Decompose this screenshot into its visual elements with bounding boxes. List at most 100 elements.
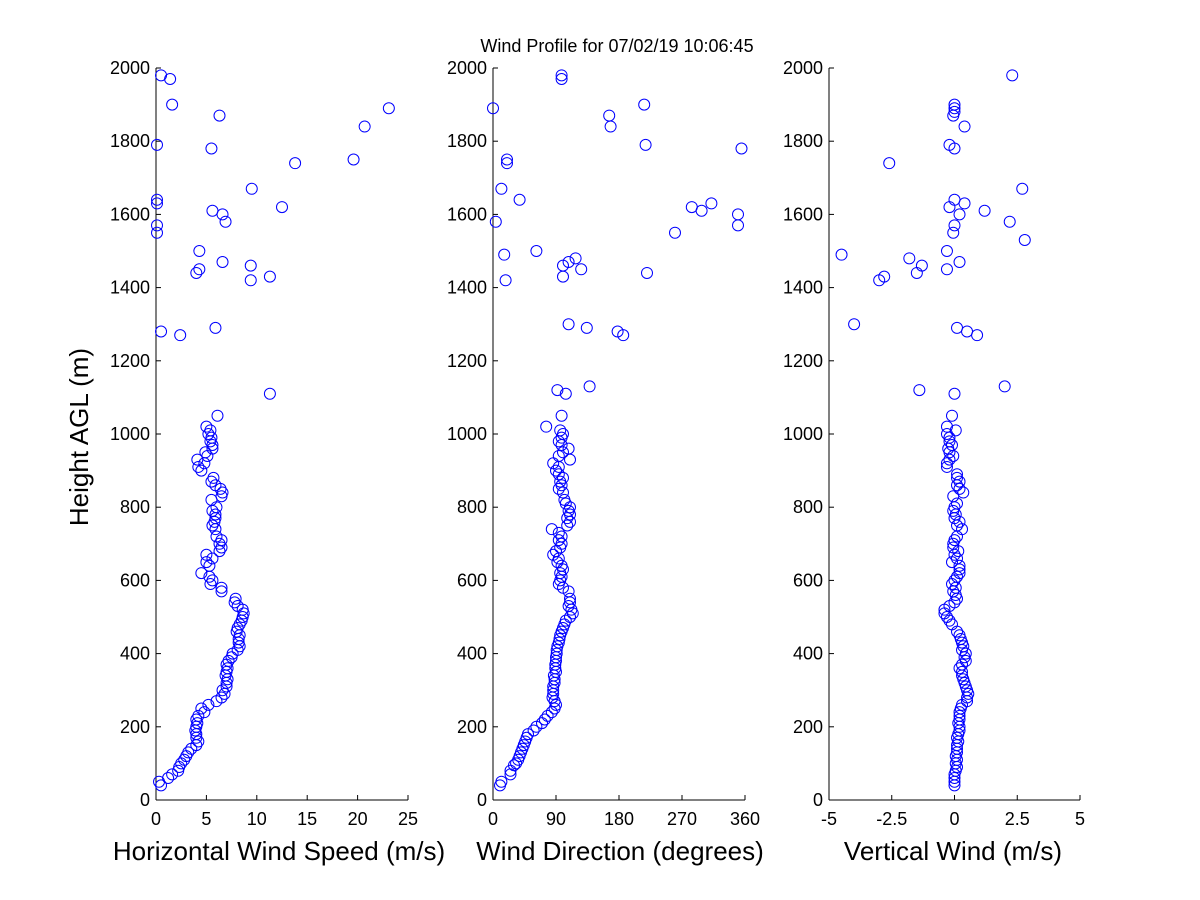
y-tick-label: 1600 [783,204,823,224]
data-point [209,321,222,334]
data-point [513,193,526,206]
data-point [195,464,208,477]
data-point [953,559,966,572]
data-point [948,534,961,547]
data-point [501,157,513,170]
data-point [207,471,220,484]
data-point [347,153,360,166]
data-point [151,193,164,206]
data-point [948,219,961,232]
data-point [562,318,575,331]
y-axis-label: Height AGL (m) [64,348,94,526]
data-point [978,204,991,217]
data-point [1018,234,1031,247]
data-point [192,709,205,722]
x-tick-label: 360 [730,809,760,829]
data-point [382,102,395,115]
data-point [951,468,964,481]
x-tick-label: 90 [546,809,566,829]
data-point [550,643,563,656]
y-tick-label: 0 [140,790,150,810]
data-point [498,248,511,261]
panel-2: 0 200 400 600 800 1000 1200 1400 1600 1800 2000 0 90… [447,58,764,866]
data-point [541,709,554,722]
data-point [940,611,953,623]
data-points [835,69,1031,792]
data-point [557,486,569,499]
data-point [151,138,164,151]
y-tick-label: 1000 [110,424,150,444]
data-point [545,523,558,536]
data-point [732,208,744,221]
y-tick-label: 2000 [110,58,150,78]
data-point [562,255,575,268]
data-point [553,632,566,645]
data-point [495,182,508,195]
x-tick-label: 25 [398,809,418,829]
data-point [527,724,540,737]
x-tick-label: 2.5 [1005,809,1030,829]
y-tick-label: 800 [120,497,150,517]
panel-3: 0 200 400 600 800 1000 1200 1400 1600 1800 2000 -5 -… [783,58,1085,866]
y-tick-label: 1800 [110,131,150,151]
x-tick-label: 0 [488,809,498,829]
data-point [940,428,953,440]
data-point [552,468,565,481]
data-point [289,157,302,170]
data-point [550,464,562,477]
data-point [940,457,953,470]
data-point [276,201,288,214]
data-point [998,380,1011,393]
data-point [209,508,222,521]
data-point [943,431,956,444]
x-tick-label: -5 [821,809,837,829]
x-tick-label: 0 [151,809,161,829]
data-point [555,559,568,572]
data-point [639,138,652,151]
data-point [263,387,276,400]
data-point [638,98,651,111]
data-point [555,537,568,550]
y-tick-label: 600 [120,570,150,590]
data-point [956,665,969,678]
data-point [953,255,966,268]
data-point [551,384,564,397]
data-point [943,138,956,151]
x-tick-label: 15 [297,809,317,829]
data-point [501,153,513,166]
data-point [555,72,568,85]
data-point [155,325,168,338]
data-point [540,420,553,433]
data-point [193,263,206,276]
data-point [211,409,224,422]
data-point [561,519,574,532]
data-point [190,266,203,279]
data-point [495,775,508,788]
data-point [510,757,523,770]
data-point [569,252,582,265]
data-point [564,592,576,605]
data-point [487,102,499,115]
data-point [559,614,572,627]
data-point [358,120,371,133]
data-point [583,380,596,393]
x-tick-label: 0 [949,809,959,829]
y-tick-label: 1200 [110,351,150,371]
data-point [162,772,175,785]
x-tick-label: 20 [348,809,368,829]
data-point [209,479,222,492]
y-tick-label: 1600 [110,204,150,224]
data-point [903,252,916,265]
data-point [1006,69,1019,82]
data-point [219,215,232,228]
data-point [555,409,568,422]
data-point [953,475,966,488]
data-point [953,629,966,642]
data-point [562,442,575,455]
data-point [182,746,195,759]
data-point [958,120,971,133]
data-point [1016,182,1029,195]
data-point [245,182,258,195]
data-point [203,559,216,572]
